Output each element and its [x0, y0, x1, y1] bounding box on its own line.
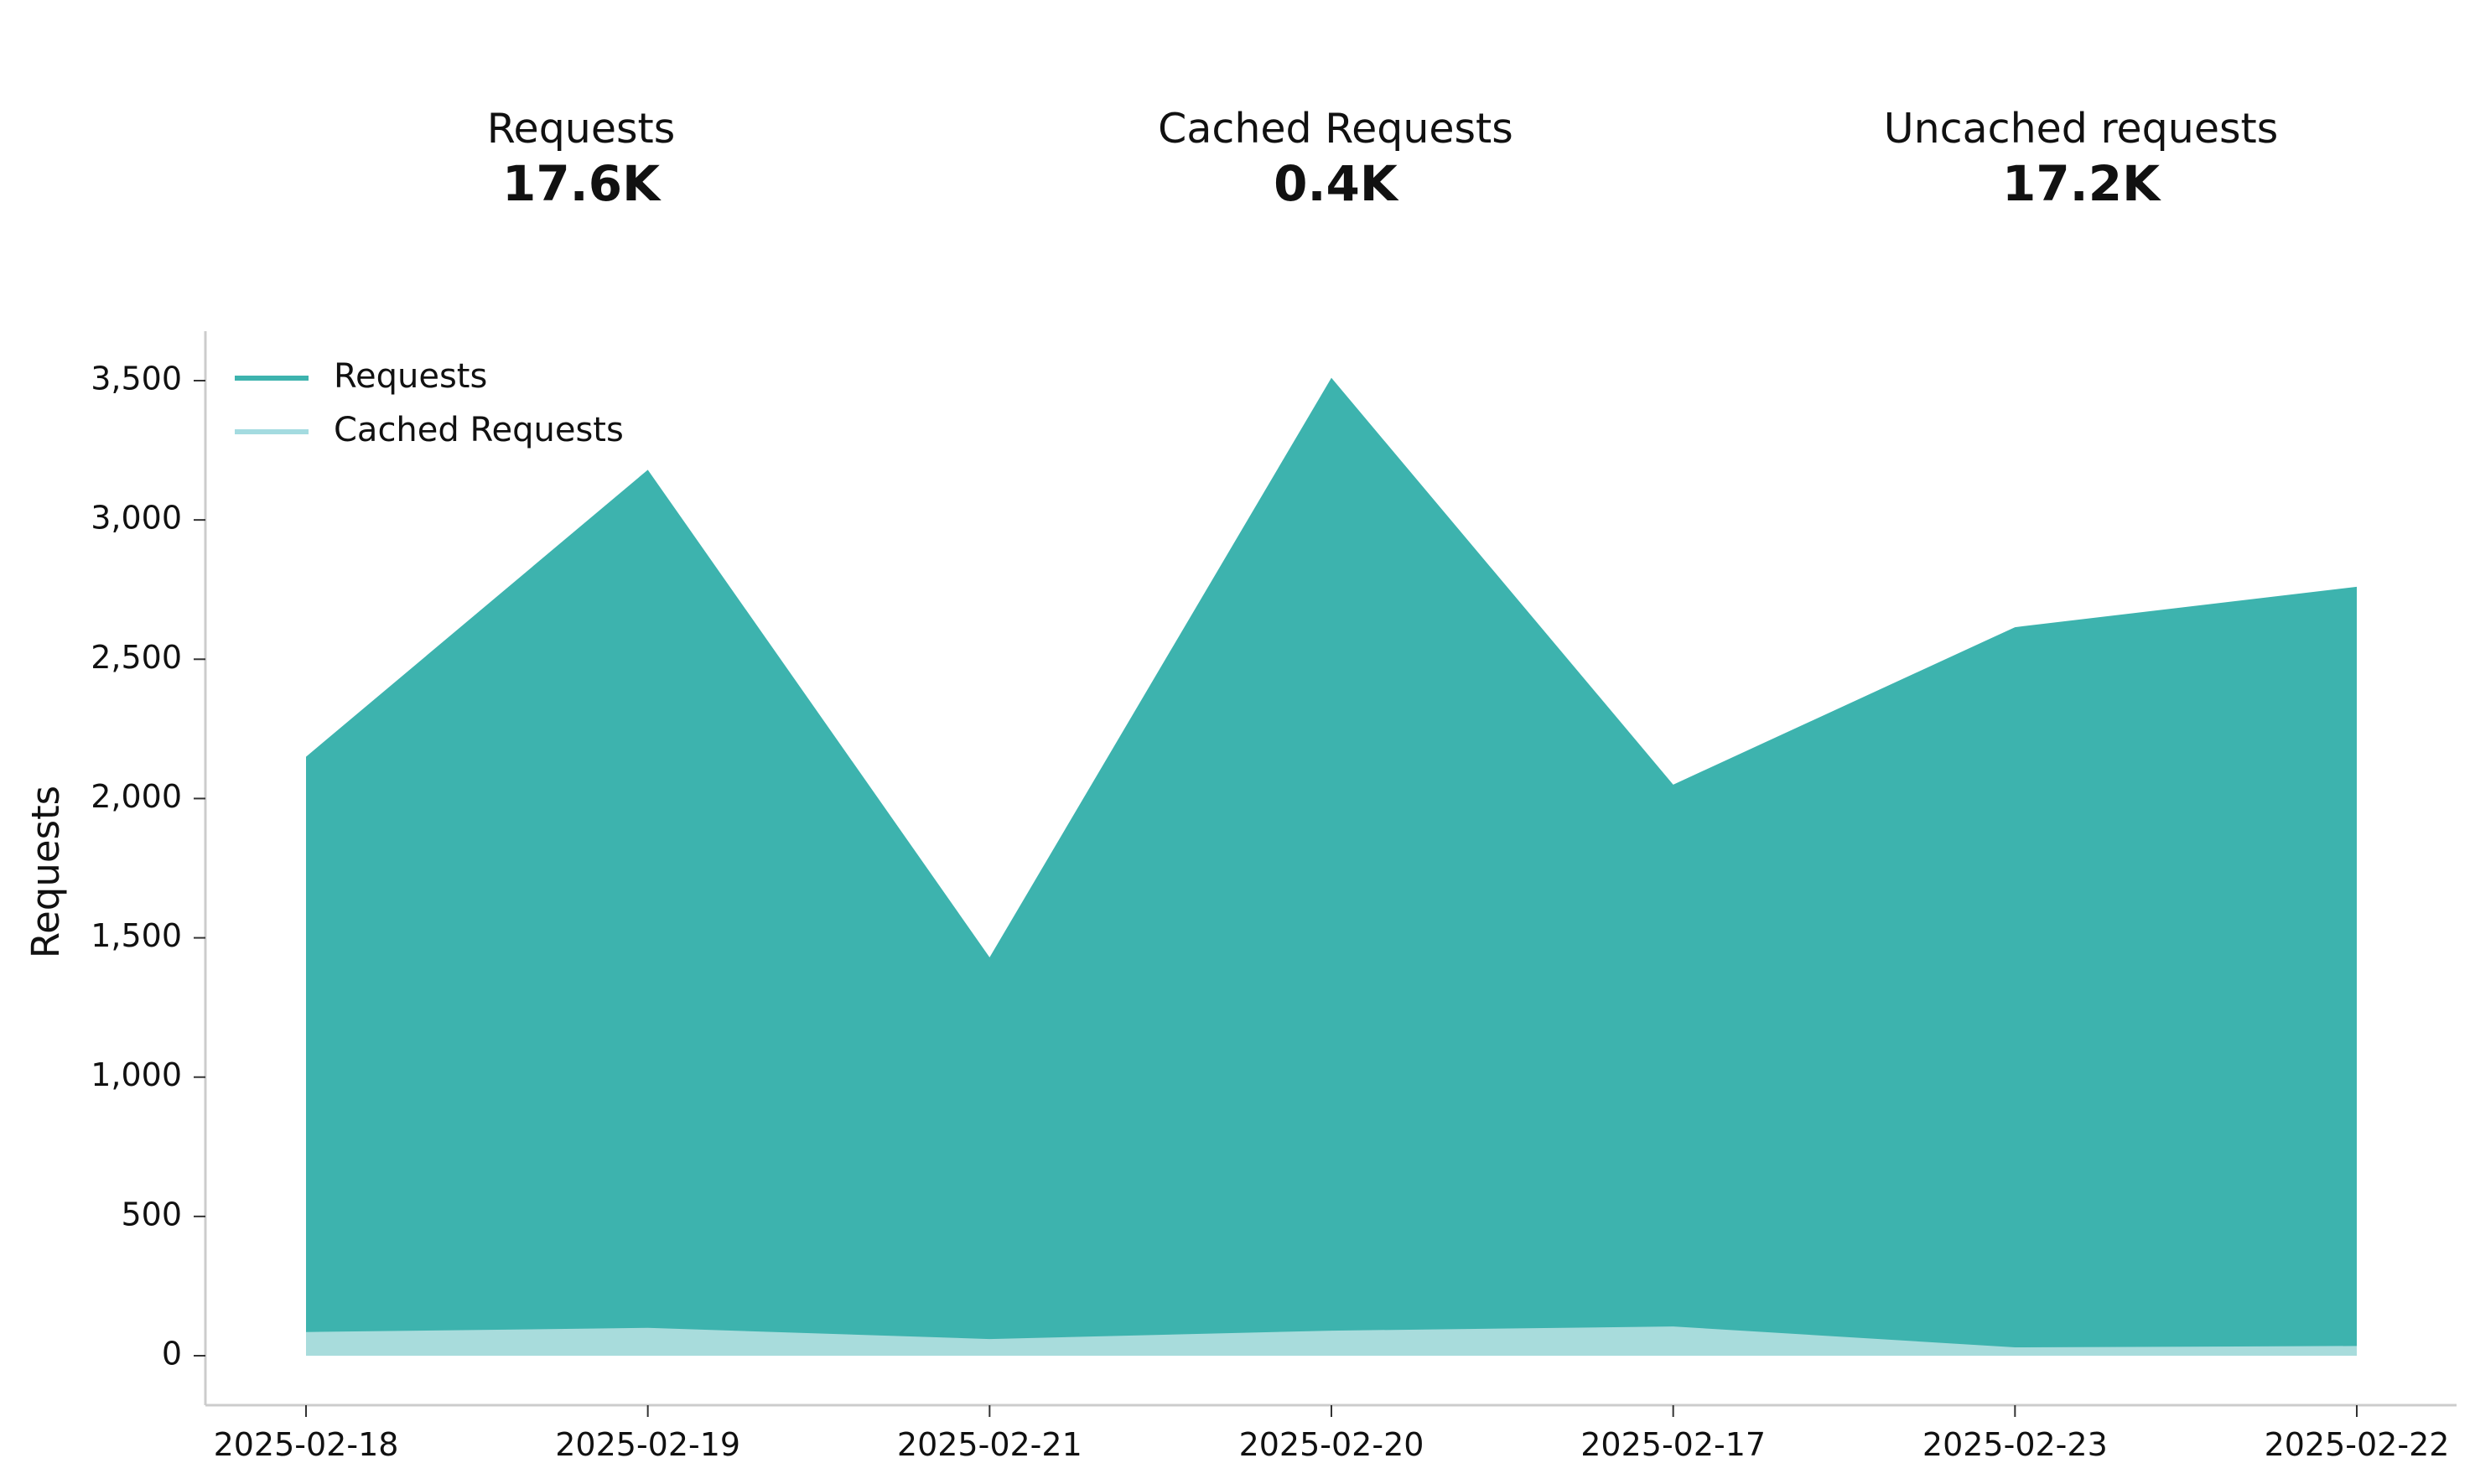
y-tick-label: 2,000 [91, 778, 182, 815]
y-tick-label: 3,000 [91, 500, 182, 537]
y-tick-label: 500 [121, 1196, 182, 1232]
stat-cached-requests: Cached Requests 0.4K [1042, 102, 1629, 211]
y-tick-label: 2,500 [91, 639, 182, 676]
x-tick-label: 2025-02-18 [214, 1426, 399, 1463]
y-tick-label: 0 [162, 1336, 182, 1372]
x-tick-label: 2025-02-22 [2265, 1426, 2450, 1463]
x-tick-label: 2025-02-19 [555, 1426, 740, 1463]
stat-uncached-requests-label: Uncached requests [1883, 105, 2279, 153]
y-tick-label: 1,000 [91, 1056, 182, 1093]
x-tick-label: 2025-02-17 [1580, 1426, 1766, 1463]
stat-uncached-requests-value: 17.2K [2001, 155, 2161, 212]
stat-cached-requests-value: 0.4K [1274, 155, 1398, 212]
y-axis-label: Requests [23, 786, 68, 958]
stat-requests: Requests 17.6K [288, 102, 874, 211]
cached-requests-area [306, 1326, 2357, 1356]
requests-area [306, 377, 2357, 1357]
stat-requests-value: 17.6K [501, 155, 661, 212]
y-tick-label: 1,500 [91, 917, 182, 954]
x-tick-label: 2025-02-20 [1239, 1426, 1424, 1463]
legend-requests-label: Requests [334, 357, 487, 396]
x-tick-label: 2025-02-23 [1922, 1426, 2108, 1463]
chart-axes: 0 500 1,000 1,500 2,000 2,500 3,000 3,500 2025-0… [91, 331, 2457, 1463]
stat-cached-requests-label: Cached Requests [1158, 105, 1513, 153]
y-tick-label: 3,500 [91, 361, 182, 397]
legend-cached-requests-label: Cached Requests [334, 411, 624, 449]
x-tick-label: 2025-02-21 [897, 1426, 1082, 1463]
stat-uncached-requests: Uncached requests 17.2K [1788, 102, 2374, 211]
stat-requests-label: Requests [486, 105, 676, 153]
chart-legend: Requests Cached Requests [235, 357, 624, 449]
chart-areas [306, 377, 2357, 1357]
